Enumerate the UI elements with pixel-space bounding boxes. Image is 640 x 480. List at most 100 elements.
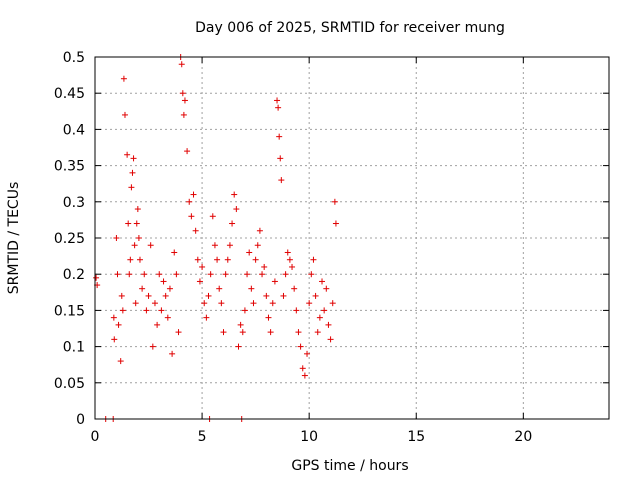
data-point: [124, 151, 131, 158]
data-point: [282, 271, 289, 278]
data-point: [329, 300, 336, 307]
y-tick-label: 0.15: [54, 303, 85, 319]
data-point: [241, 307, 248, 314]
data-point: [323, 285, 330, 292]
data-point: [301, 372, 308, 379]
data-point: [180, 111, 187, 118]
data-point: [126, 271, 133, 278]
data-point: [261, 263, 268, 270]
data-point: [250, 300, 257, 307]
data-point: [188, 213, 195, 220]
data-point: [297, 343, 304, 350]
data-point: [254, 242, 261, 249]
data-point: [265, 314, 272, 321]
data-point: [216, 285, 223, 292]
data-point: [274, 97, 281, 104]
data-point: [220, 329, 227, 336]
data-point: [154, 321, 161, 328]
x-tick-label: 20: [514, 429, 532, 445]
data-point: [169, 350, 176, 357]
x-tick-label: 10: [300, 429, 318, 445]
data-point: [263, 292, 270, 299]
data-point: [113, 235, 120, 241]
data-point: [143, 307, 150, 314]
data-point: [199, 263, 206, 270]
data-point: [286, 256, 293, 263]
y-tick-label: 0.25: [54, 231, 85, 247]
data-point: [145, 292, 152, 299]
data-point: [196, 278, 203, 285]
data-point: [267, 329, 274, 336]
data-point: [125, 220, 132, 227]
data-point: [244, 271, 251, 278]
data-point: [205, 292, 212, 299]
data-point: [233, 206, 240, 213]
data-point: [132, 300, 139, 307]
data-point: [284, 249, 291, 256]
plot-frame: [94, 56, 610, 420]
data-point: [135, 235, 142, 241]
data-point: [119, 307, 126, 314]
data-point: [332, 220, 339, 227]
data-point: [327, 336, 334, 343]
data-point: [246, 249, 253, 256]
data-point: [171, 249, 178, 256]
data-point: [209, 213, 216, 220]
data-point: [293, 307, 300, 314]
data-point: [184, 148, 191, 155]
data-point: [173, 271, 180, 278]
data-point: [115, 321, 122, 328]
data-point: [117, 358, 124, 365]
data-point: [231, 191, 238, 198]
data-point: [291, 285, 298, 292]
data-point: [295, 329, 302, 336]
data-point: [190, 191, 197, 198]
data-point: [158, 307, 165, 314]
y-tick-label: 0.05: [54, 376, 85, 392]
data-point: [162, 292, 169, 299]
data-point: [136, 256, 143, 263]
data-point: [277, 155, 284, 162]
data-point: [134, 206, 141, 213]
data-point: [118, 292, 125, 299]
y-tick-label: 0.1: [63, 340, 85, 356]
data-point: [252, 256, 259, 263]
data-point: [179, 90, 186, 97]
data-point: [271, 278, 278, 285]
data-point: [280, 292, 287, 299]
data-point: [201, 300, 208, 307]
data-point: [160, 278, 167, 285]
data-point: [222, 271, 229, 278]
x-tick-label: 0: [91, 429, 100, 445]
data-point: [226, 242, 233, 249]
data-point: [110, 314, 117, 321]
data-point: [166, 285, 173, 292]
y-tick-labels: 0 0.05 0.1 0.15 0.2 0.25 0.3 0.35 0.4 0.45 0.5: [54, 50, 85, 428]
data-point: [325, 321, 332, 328]
data-point: [164, 314, 171, 321]
data-point: [151, 300, 158, 307]
data-point: [237, 321, 244, 328]
data-point: [192, 227, 199, 234]
y-tick-label: 0.45: [54, 86, 85, 102]
data-point: [248, 285, 255, 292]
data-point: [186, 198, 193, 205]
data-point: [139, 285, 146, 292]
data-point: [127, 256, 134, 263]
data-point: [149, 343, 156, 350]
data-point: [269, 300, 276, 307]
data-point: [128, 184, 135, 191]
data-point: [239, 329, 246, 336]
y-tick-label: 0.4: [63, 122, 85, 138]
data-point: [259, 271, 266, 278]
data-point: [130, 155, 137, 162]
data-point: [275, 104, 282, 111]
data-point: [331, 198, 338, 205]
data-point: [133, 220, 140, 227]
data-point: [131, 242, 138, 249]
data-point: [111, 336, 118, 343]
data-point: [181, 97, 188, 104]
data-point: [278, 177, 285, 184]
y-tick-label: 0.35: [54, 159, 85, 175]
